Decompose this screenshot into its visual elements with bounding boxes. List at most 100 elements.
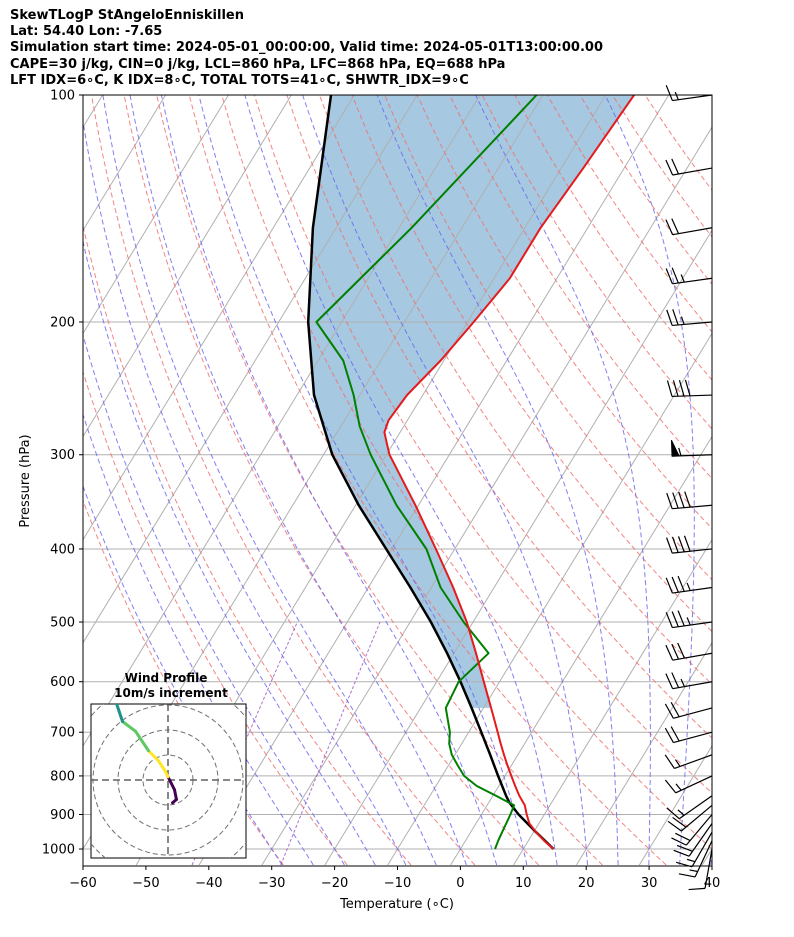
hodograph-subtitle: 10m/s increment — [114, 686, 228, 700]
chart-title: SkewTLogP StAngeloEnniskillen — [10, 8, 244, 23]
isotherm-line — [513, 538, 712, 866]
x-tick-label: −60 — [69, 876, 96, 891]
wind-barb — [665, 642, 713, 661]
params-line: CAPE=30 j/kg, CIN=0 j/kg, LCL=860 hPa, L… — [10, 56, 506, 72]
y-tick-label: 900 — [50, 808, 75, 823]
dry-adiabat — [123, 95, 539, 866]
dry-adiabat — [188, 95, 667, 866]
hodograph-segment — [121, 720, 137, 733]
wind-barb — [671, 814, 713, 846]
x-tick-label: −40 — [195, 876, 222, 891]
wind-barb — [665, 158, 713, 176]
wind-barb — [666, 491, 713, 510]
isotherm-line — [83, 95, 292, 438]
y-tick-label: 100 — [50, 89, 75, 104]
wind-barb — [664, 702, 713, 719]
y-tick-label: 500 — [50, 616, 75, 631]
hodograph-segment — [173, 788, 178, 801]
x-tick-label: 40 — [704, 876, 721, 891]
isotherm-line — [83, 95, 355, 541]
indices-line: LFT IDX=6∘C, K IDX=8∘C, TOTAL TOTS=41∘C,… — [10, 72, 469, 88]
wind-barb — [675, 831, 713, 868]
wind-barb — [666, 379, 713, 398]
dewpoint-profile-line — [315, 95, 538, 850]
x-tick-label: 30 — [641, 876, 658, 891]
hodograph-title: Wind Profile — [125, 671, 208, 685]
wind-barb — [665, 672, 713, 690]
moist-adiabat — [102, 95, 437, 866]
axes: −60 −50 −40 −30 −20 −10 0 10 20 30 40 1000 900 800 700… — [42, 89, 720, 892]
wind-barb — [665, 575, 713, 594]
dry-adiabat — [612, 95, 712, 238]
hodograph-segment — [117, 710, 124, 723]
isotherm-line — [83, 95, 418, 644]
isotherm-line — [83, 95, 229, 335]
temperature-profile-line — [383, 95, 635, 850]
dry-adiabat — [253, 95, 712, 794]
y-tick-label: 700 — [50, 726, 75, 741]
isotherm-line — [83, 95, 166, 232]
wind-barb — [666, 535, 713, 554]
mixing-ratio-line — [280, 621, 381, 866]
hodograph-segment — [147, 749, 160, 762]
x-tick-label: −50 — [132, 876, 159, 891]
x-tick-label: 20 — [578, 876, 595, 891]
dry-adiabat — [644, 95, 712, 191]
isotherm-line — [450, 435, 712, 866]
wind-barb — [664, 754, 713, 770]
y-tick-label: 200 — [50, 315, 75, 330]
wind-barb — [665, 218, 713, 236]
isotherm-line — [83, 95, 104, 129]
dry-adiabat — [91, 95, 476, 866]
hodograph-segment — [103, 689, 110, 696]
isotherm-line — [261, 126, 712, 866]
x-tick-label: −10 — [384, 876, 411, 891]
y-tick-label: 600 — [50, 675, 75, 690]
wind-barb — [665, 610, 713, 629]
wind-barb — [688, 848, 713, 891]
y-tick-label: 400 — [50, 542, 75, 557]
isotherm-line — [765, 95, 794, 865]
wind-barb — [670, 439, 713, 457]
y-tick-label: 800 — [50, 769, 75, 784]
wind-barb — [664, 775, 713, 794]
hodograph-segment — [166, 775, 176, 792]
moist-adiabat — [710, 843, 712, 866]
wind-barbs — [664, 85, 713, 891]
wind-barb — [678, 840, 713, 878]
x-axis-label: Temperature (∘C) — [339, 897, 454, 912]
isotherm-line — [638, 744, 712, 866]
moist-adiabat — [244, 95, 558, 866]
moist-adiabat — [604, 95, 695, 865]
moist-adiabat — [83, 117, 407, 866]
isotherm-line — [701, 848, 712, 866]
wind-barb — [664, 726, 713, 744]
dry-adiabat — [514, 95, 712, 381]
time-line: Simulation start time: 2024-05-01_00:00:… — [10, 40, 603, 56]
chart-header: SkewTLogP StAngeloEnniskillen Lat: 54.40… — [10, 8, 603, 89]
wind-barb — [665, 85, 713, 102]
x-tick-label: 10 — [515, 876, 532, 891]
isotherm-line — [324, 229, 712, 866]
y-tick-label: 300 — [50, 448, 75, 463]
wind-barb — [666, 309, 713, 327]
wind-barb — [666, 795, 713, 820]
location-line: Lat: 54.40 Lon: -7.65 — [10, 24, 163, 40]
dry-adiabat — [286, 95, 712, 739]
wind-barb — [665, 267, 713, 285]
wind-barb — [673, 823, 713, 857]
moist-adiabat — [742, 95, 794, 865]
hodograph-segment — [156, 759, 167, 772]
hodograph-segment — [134, 729, 144, 743]
dry-adiabat — [318, 95, 712, 685]
hodograph: Wind Profile 10m/s increment — [90, 671, 247, 859]
hodograph-segment — [140, 739, 150, 753]
x-tick-label: −20 — [321, 876, 348, 891]
y-tick-label: 1000 — [42, 843, 75, 858]
dry-adiabat — [156, 95, 603, 866]
isotherm-line — [576, 641, 712, 866]
y-axis-label: Pressure (hPa) — [18, 434, 33, 527]
isotherm-line — [83, 95, 481, 747]
dry-adiabat — [579, 95, 712, 285]
